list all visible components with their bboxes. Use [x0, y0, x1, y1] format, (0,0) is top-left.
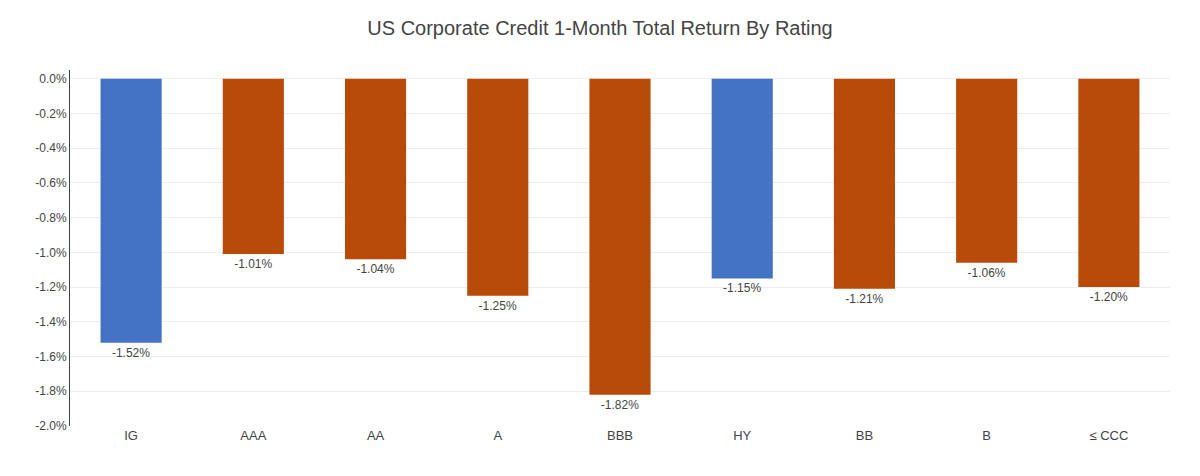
svg-text:0.0%: 0.0%	[39, 72, 67, 86]
svg-text:-1.20%: -1.20%	[1090, 290, 1128, 304]
svg-text:-1.15%: -1.15%	[723, 281, 761, 295]
svg-text:-0.4%: -0.4%	[35, 141, 67, 155]
svg-text:-1.01%: -1.01%	[234, 257, 272, 271]
svg-text:-1.82%: -1.82%	[601, 398, 639, 412]
svg-text:BB: BB	[856, 428, 873, 443]
svg-text:A: A	[493, 428, 502, 443]
svg-text:-1.4%: -1.4%	[35, 315, 67, 329]
svg-text:-0.2%: -0.2%	[35, 107, 67, 121]
svg-text:-1.06%: -1.06%	[967, 266, 1005, 280]
svg-text:AAA: AAA	[240, 428, 266, 443]
svg-text:-1.6%: -1.6%	[35, 350, 67, 364]
svg-text:-1.21%: -1.21%	[845, 292, 883, 306]
svg-text:-1.0%: -1.0%	[35, 246, 67, 260]
svg-text:≤ CCC: ≤ CCC	[1089, 428, 1128, 443]
svg-text:US Corporate Credit 1-Month To: US Corporate Credit 1-Month Total Return…	[367, 17, 832, 39]
svg-text:B: B	[982, 428, 991, 443]
svg-text:-1.25%: -1.25%	[479, 299, 517, 313]
svg-text:BBB: BBB	[607, 428, 633, 443]
svg-text:AA: AA	[367, 428, 385, 443]
svg-text:HY: HY	[733, 428, 751, 443]
svg-text:IG: IG	[124, 428, 138, 443]
svg-text:-2.0%: -2.0%	[35, 419, 67, 433]
svg-text:-0.8%: -0.8%	[35, 211, 67, 225]
svg-text:-1.8%: -1.8%	[35, 384, 67, 398]
svg-text:-1.2%: -1.2%	[35, 280, 67, 294]
svg-text:-1.04%: -1.04%	[356, 262, 394, 276]
svg-text:-1.52%: -1.52%	[112, 346, 150, 360]
svg-text:-0.6%: -0.6%	[35, 176, 67, 190]
